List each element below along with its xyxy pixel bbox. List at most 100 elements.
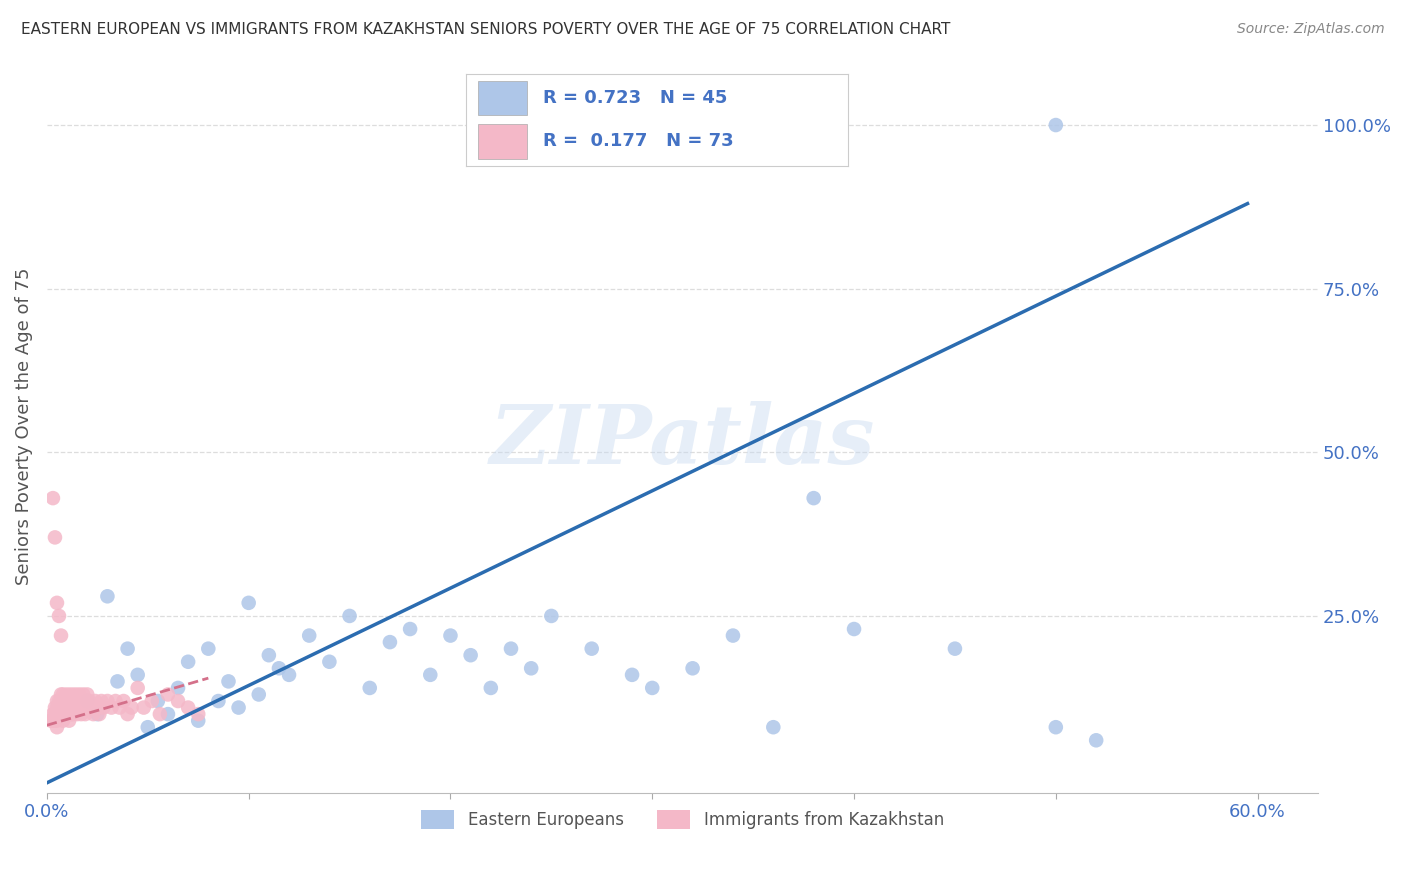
Point [177, 700, 200, 714]
Point [75, 707, 97, 722]
Point [641, 681, 664, 695]
Point [53, 700, 76, 714]
Point [86, 700, 108, 714]
Point [90, 694, 112, 708]
Point [56, 707, 79, 722]
Point [48, 694, 70, 708]
Point [52, 700, 75, 714]
Point [49, 694, 72, 708]
Point [49, 707, 72, 722]
Point [100, 700, 122, 714]
Point [70, 694, 93, 708]
Point [141, 694, 163, 708]
Point [39, 714, 62, 728]
Point [399, 622, 422, 636]
Point [339, 609, 361, 624]
Point [107, 674, 129, 689]
Legend: Eastern Europeans, Immigrants from Kazakhstan: Eastern Europeans, Immigrants from Kazak… [415, 803, 950, 836]
Point [49, 700, 72, 714]
Point [278, 668, 301, 682]
Point [76, 694, 98, 708]
Point [149, 707, 172, 722]
Point [177, 655, 200, 669]
Y-axis label: Seniors Poverty Over the Age of 75: Seniors Poverty Over the Age of 75 [15, 268, 32, 585]
Point [156, 707, 179, 722]
Text: ZIPatlas: ZIPatlas [489, 401, 876, 481]
Point [127, 681, 149, 695]
Point [247, 688, 270, 702]
Point [479, 681, 502, 695]
Point [66, 707, 89, 722]
Point [46, 596, 69, 610]
Point [62, 694, 84, 708]
Point [1045, 720, 1067, 734]
Point [58, 714, 80, 728]
Point [44, 714, 66, 728]
Point [187, 707, 209, 722]
Point [187, 714, 209, 728]
Point [46, 707, 69, 722]
Point [146, 694, 169, 708]
Point [46, 694, 69, 708]
Point [842, 622, 865, 636]
Point [943, 641, 966, 656]
Point [121, 700, 143, 714]
Point [53, 707, 76, 722]
Point [70, 707, 93, 722]
Point [218, 674, 240, 689]
Point [62, 707, 84, 722]
Point [419, 668, 441, 682]
Point [60, 688, 83, 702]
Point [86, 707, 108, 722]
Point [63, 688, 86, 702]
Point [49, 688, 72, 702]
Point [460, 648, 482, 663]
Text: Source: ZipAtlas.com: Source: ZipAtlas.com [1237, 22, 1385, 37]
Point [1085, 733, 1108, 747]
Point [76, 688, 98, 702]
Point [96, 694, 118, 708]
Point [42, 707, 65, 722]
Point [1045, 118, 1067, 132]
Point [167, 694, 190, 708]
Point [49, 629, 72, 643]
Point [228, 700, 250, 714]
Point [89, 707, 111, 722]
Point [72, 700, 94, 714]
Point [44, 707, 66, 722]
Point [52, 694, 75, 708]
Point [238, 596, 260, 610]
Point [96, 589, 118, 603]
Point [540, 609, 562, 624]
Point [298, 629, 321, 643]
Point [63, 700, 86, 714]
Point [359, 681, 381, 695]
Point [56, 694, 79, 708]
Point [67, 700, 90, 714]
Point [42, 491, 65, 505]
Point [267, 661, 290, 675]
Point [318, 655, 340, 669]
Point [112, 694, 135, 708]
Point [48, 609, 70, 624]
Point [581, 641, 603, 656]
Point [156, 688, 179, 702]
Point [66, 694, 89, 708]
Point [93, 700, 115, 714]
Point [104, 694, 127, 708]
Point [132, 700, 155, 714]
Point [197, 641, 219, 656]
Point [167, 681, 190, 695]
Point [682, 661, 704, 675]
Point [117, 641, 139, 656]
Point [108, 700, 131, 714]
Point [46, 700, 69, 714]
Point [46, 720, 69, 734]
Point [82, 707, 104, 722]
Point [60, 707, 83, 722]
Point [621, 668, 644, 682]
Point [67, 688, 90, 702]
Point [72, 688, 94, 702]
Point [207, 694, 229, 708]
Point [44, 530, 66, 544]
